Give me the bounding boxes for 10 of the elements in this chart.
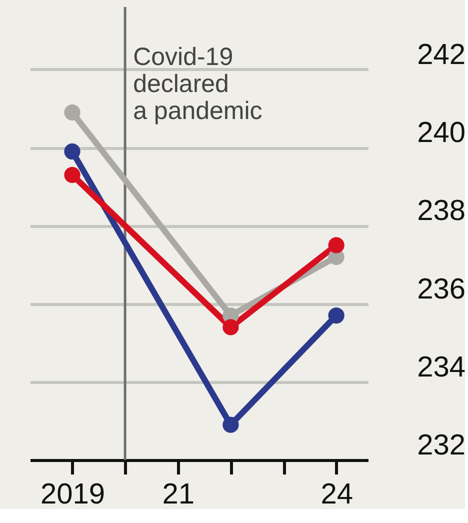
- x-tick-label: 21: [162, 478, 195, 510]
- ref-line-label: Covid-19 declared a pandemic: [133, 43, 262, 125]
- x-tick-label: 2019: [40, 478, 106, 510]
- y-tick-label: 242: [417, 38, 466, 71]
- x-tick-label: 24: [320, 478, 353, 510]
- y-tick-label: 236: [417, 273, 466, 306]
- y-tick-label: 232: [417, 430, 466, 462]
- y-tick-label: 238: [417, 195, 466, 228]
- y-tick-label: 240: [417, 117, 466, 150]
- y-tick-label: 234: [417, 351, 466, 384]
